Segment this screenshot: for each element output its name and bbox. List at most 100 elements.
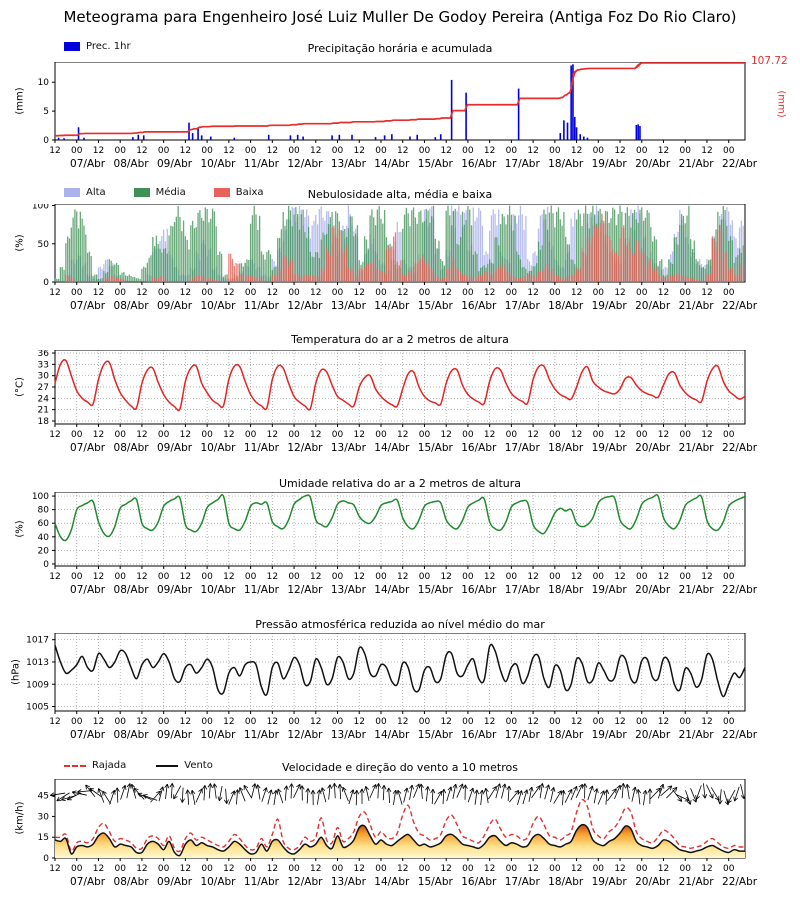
- svg-text:12: 12: [614, 717, 625, 727]
- svg-text:10/Abr: 10/Abr: [200, 300, 236, 312]
- svg-text:00: 00: [332, 864, 344, 874]
- svg-text:10/Abr: 10/Abr: [200, 442, 236, 454]
- svg-text:00: 00: [723, 717, 735, 727]
- svg-text:12: 12: [571, 717, 582, 727]
- svg-text:00: 00: [462, 864, 474, 874]
- svg-text:00: 00: [201, 717, 213, 727]
- svg-text:00: 00: [158, 146, 170, 156]
- svg-text:12: 12: [49, 146, 60, 156]
- svg-text:12: 12: [354, 288, 365, 298]
- svg-text:24: 24: [38, 394, 50, 404]
- svg-text:00: 00: [114, 717, 126, 727]
- svg-text:1005: 1005: [26, 703, 49, 713]
- svg-text:12: 12: [180, 864, 191, 874]
- svg-text:12: 12: [614, 572, 625, 582]
- svg-text:12: 12: [397, 717, 408, 727]
- svg-text:00: 00: [680, 288, 692, 298]
- svg-text:00: 00: [636, 288, 648, 298]
- svg-text:0: 0: [43, 136, 49, 146]
- svg-text:12: 12: [93, 288, 104, 298]
- accum-total-annotation: 107.72: [751, 55, 788, 67]
- svg-text:00: 00: [114, 572, 126, 582]
- svg-text:00: 00: [288, 430, 300, 440]
- svg-text:12: 12: [658, 572, 669, 582]
- svg-text:12: 12: [701, 146, 712, 156]
- svg-text:12: 12: [571, 572, 582, 582]
- svg-text:13/Abr: 13/Abr: [331, 300, 367, 312]
- svg-text:12: 12: [354, 430, 365, 440]
- svg-text:12: 12: [614, 146, 625, 156]
- svg-text:00: 00: [288, 717, 300, 727]
- svg-text:00: 00: [332, 146, 344, 156]
- svg-text:00: 00: [680, 146, 692, 156]
- svg-text:20/Abr: 20/Abr: [635, 442, 671, 454]
- panel-title-nebulosidade: Nebulosidade alta, média e baixa: [307, 188, 493, 201]
- svg-text:1017: 1017: [26, 636, 49, 646]
- svg-text:80: 80: [38, 506, 50, 516]
- svg-text:12: 12: [93, 864, 104, 874]
- svg-text:00: 00: [636, 864, 648, 874]
- svg-text:00: 00: [680, 430, 692, 440]
- rajada-legend-swatch: [64, 764, 86, 767]
- svg-text:13/Abr: 13/Abr: [331, 876, 367, 888]
- svg-text:12: 12: [49, 864, 60, 874]
- svg-text:12: 12: [484, 288, 495, 298]
- svg-text:00: 00: [71, 146, 83, 156]
- svg-text:12: 12: [310, 572, 321, 582]
- svg-text:12/Abr: 12/Abr: [287, 300, 323, 312]
- svg-text:07/Abr: 07/Abr: [70, 584, 106, 596]
- svg-text:00: 00: [375, 430, 387, 440]
- svg-text:15/Abr: 15/Abr: [418, 729, 454, 741]
- svg-text:12/Abr: 12/Abr: [287, 158, 323, 170]
- svg-text:10/Abr: 10/Abr: [200, 158, 236, 170]
- svg-text:12: 12: [267, 717, 278, 727]
- svg-text:00: 00: [245, 864, 257, 874]
- svg-text:00: 00: [288, 288, 300, 298]
- svg-text:12: 12: [527, 572, 538, 582]
- precip-legend-label: Prec. 1hr: [86, 41, 131, 52]
- svg-text:17/Abr: 17/Abr: [505, 876, 541, 888]
- panel-title-temperatura: Temperatura do ar a 2 metros de altura: [291, 333, 509, 346]
- svg-text:00: 00: [201, 146, 213, 156]
- svg-text:18: 18: [38, 417, 50, 427]
- svg-text:12: 12: [658, 717, 669, 727]
- vento-legend-label: Vento: [184, 760, 213, 771]
- svg-text:12: 12: [614, 288, 625, 298]
- svg-text:12: 12: [136, 717, 147, 727]
- svg-text:00: 00: [680, 572, 692, 582]
- svg-text:13/Abr: 13/Abr: [331, 584, 367, 596]
- svg-text:12: 12: [701, 864, 712, 874]
- svg-text:00: 00: [375, 717, 387, 727]
- svg-text:08/Abr: 08/Abr: [114, 729, 150, 741]
- svg-text:00: 00: [723, 572, 735, 582]
- svg-text:00: 00: [680, 864, 692, 874]
- svg-text:20/Abr: 20/Abr: [635, 584, 671, 596]
- svg-text:14/Abr: 14/Abr: [374, 300, 410, 312]
- svg-text:19/Abr: 19/Abr: [592, 584, 628, 596]
- svg-text:19/Abr: 19/Abr: [592, 158, 628, 170]
- svg-text:12: 12: [136, 146, 147, 156]
- figure-title: Meteograma para Engenheiro José Luiz Mul…: [63, 8, 737, 26]
- svg-text:15/Abr: 15/Abr: [418, 584, 454, 596]
- svg-text:12: 12: [136, 430, 147, 440]
- svg-text:07/Abr: 07/Abr: [70, 876, 106, 888]
- svg-text:00: 00: [245, 572, 257, 582]
- wind-chart: 12 00 12 00 12 00 12 00 12 00 12 00 12 00 12 00 12 00 12 00…: [38, 779, 758, 888]
- svg-text:12: 12: [701, 430, 712, 440]
- svg-text:21/Abr: 21/Abr: [679, 876, 715, 888]
- svg-text:12/Abr: 12/Abr: [287, 584, 323, 596]
- svg-text:00: 00: [549, 864, 561, 874]
- svg-text:10/Abr: 10/Abr: [200, 876, 236, 888]
- svg-text:12: 12: [310, 288, 321, 298]
- svg-text:12: 12: [397, 288, 408, 298]
- svg-text:12: 12: [93, 717, 104, 727]
- svg-text:13/Abr: 13/Abr: [331, 158, 367, 170]
- svg-text:00: 00: [71, 864, 83, 874]
- svg-text:12: 12: [397, 146, 408, 156]
- svg-text:00: 00: [288, 146, 300, 156]
- svg-text:11/Abr: 11/Abr: [244, 158, 280, 170]
- svg-text:12: 12: [267, 572, 278, 582]
- svg-text:11/Abr: 11/Abr: [244, 876, 280, 888]
- svg-text:00: 00: [288, 864, 300, 874]
